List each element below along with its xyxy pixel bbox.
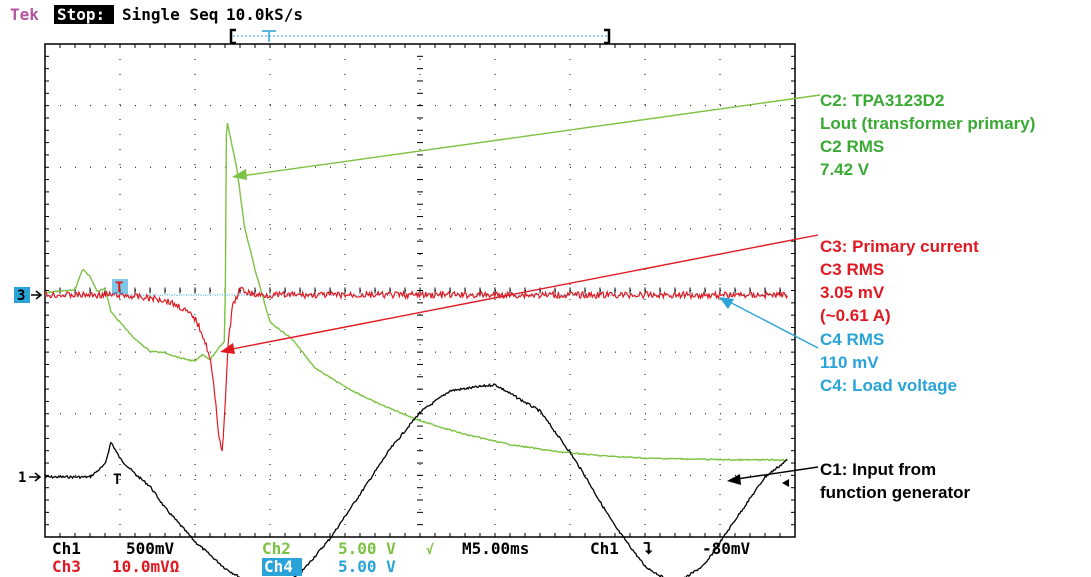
trigger-position-icon <box>262 30 276 42</box>
c2-trace <box>44 123 788 462</box>
svg-text:(~0.61 A): (~0.61 A) <box>820 306 891 325</box>
c2-arrow <box>233 94 821 178</box>
svg-text:T: T <box>115 280 123 296</box>
svg-text:C4: Load voltage: C4: Load voltage <box>820 376 957 395</box>
brand-label: Tek <box>10 5 39 24</box>
ch2-scale: 5.00 V <box>338 539 396 558</box>
timebase: M5.00ms <box>462 539 529 558</box>
svg-text:C4 RMS: C4 RMS <box>820 330 884 349</box>
ch4-scale: 5.00 V <box>338 557 396 576</box>
c3-annotation: C3: Primary current C3 RMS 3.05 mV (~0.6… <box>820 237 979 325</box>
ch1-scale: 500mV <box>126 539 175 558</box>
svg-text:C2: TPA3123D2: C2: TPA3123D2 <box>820 91 944 110</box>
c3-trace <box>44 286 789 452</box>
trigger-level: -80mV <box>702 539 751 558</box>
svg-text:7.42 V: 7.42 V <box>820 160 870 179</box>
stop-badge-bg <box>54 5 114 24</box>
acquisition-mode: Single Seq <box>122 5 218 24</box>
acquisition-state: Stop: <box>57 5 105 24</box>
arrow-head-icon <box>220 343 235 354</box>
ch3-ground-marker: 3 <box>14 287 43 304</box>
record-position-bracket <box>229 28 611 45</box>
arrow-right-icon <box>31 290 43 300</box>
ch2-label: Ch2 <box>262 539 291 558</box>
arrow-head-icon <box>232 169 247 180</box>
trigger-slope-icon: ⮧ <box>643 539 653 558</box>
svg-text:3: 3 <box>17 288 25 304</box>
svg-text:1: 1 <box>18 470 26 486</box>
trigger-marker-c1: T <box>113 472 121 488</box>
sample-rate: 10.0kS/s <box>226 5 303 24</box>
trigger-marker-c3: T <box>112 279 128 296</box>
trigger-level-icon <box>782 479 789 487</box>
c2-annotation: C2: TPA3123D2 Lout (transformer primary)… <box>820 91 1035 179</box>
svg-text:C2 RMS: C2 RMS <box>820 137 884 156</box>
grid-lines <box>44 43 796 538</box>
c1-arrow <box>729 466 819 481</box>
c4-annotation: C4 RMS 110 mV C4: Load voltage <box>820 330 957 395</box>
svg-text:3.05 mV: 3.05 mV <box>820 283 885 302</box>
arrow-head-icon <box>719 297 734 309</box>
trigger-source: Ch1 <box>590 539 619 558</box>
svg-text:function generator: function generator <box>820 483 971 502</box>
annotation-arrows <box>220 94 821 485</box>
svg-text:Lout (transformer primary): Lout (transformer primary) <box>820 114 1035 133</box>
ch4-label: Ch4 <box>264 557 293 576</box>
arrow-head-icon <box>727 474 741 485</box>
ch2-bandwidth-icon: √ <box>426 543 434 558</box>
svg-text:110 mV: 110 mV <box>820 353 879 372</box>
svg-text:C3 RMS: C3 RMS <box>820 260 884 279</box>
c1-annotation: C1: Input from function generator <box>820 460 971 502</box>
svg-text:C1: Input from: C1: Input from <box>820 460 936 479</box>
traces <box>44 123 789 577</box>
c1-trace <box>44 383 788 577</box>
c4-arrow <box>721 297 819 349</box>
ch1-label: Ch1 <box>52 539 81 558</box>
ch3-label: Ch3 <box>52 557 81 576</box>
ch1-ground-marker: 1 <box>18 470 42 486</box>
graticule <box>44 43 796 538</box>
arrow-right-icon <box>29 472 42 482</box>
c3-arrow <box>221 234 819 352</box>
ch3-scale: 10.0mVΩ <box>112 557 179 576</box>
svg-text:C3: Primary current: C3: Primary current <box>820 237 979 256</box>
channel-readout: Ch1 500mV Ch2 5.00 V √ M5.00ms Ch1 ⮧ -80… <box>52 539 751 576</box>
